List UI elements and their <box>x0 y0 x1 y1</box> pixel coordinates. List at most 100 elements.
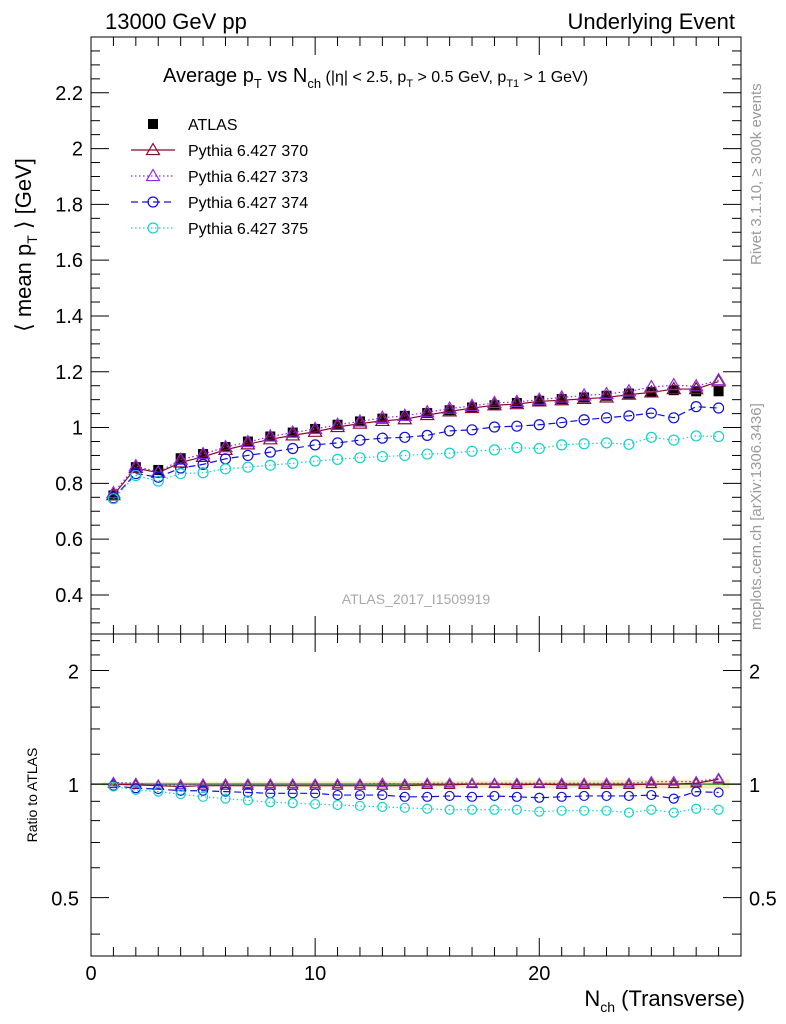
legend-marker <box>147 196 159 208</box>
data-point <box>486 395 502 409</box>
ratio-tick-label: 1 <box>68 775 79 797</box>
ratio-point <box>645 775 658 786</box>
ratio-point <box>443 778 456 789</box>
ratio-point <box>241 779 254 790</box>
y-tick-label: 0.8 <box>55 473 83 495</box>
x-axis-label: Nch (Transverse) <box>584 986 745 1015</box>
data-point <box>307 424 323 437</box>
data-point <box>712 430 725 443</box>
data-point <box>330 419 346 433</box>
data-point <box>130 469 142 482</box>
y-axis-label-ratio: Ratio to ATLAS <box>24 748 40 843</box>
ratio-point <box>533 777 546 788</box>
ratio-point <box>377 801 388 812</box>
ratio-point <box>242 795 253 806</box>
data-point <box>488 444 501 456</box>
data-point <box>621 386 637 400</box>
legend-label: Pythia 6.427 374 <box>188 195 308 212</box>
data-point <box>374 413 390 427</box>
ratio-point <box>264 777 277 789</box>
data-point <box>419 404 435 418</box>
x-tick-label: 10 <box>304 963 326 985</box>
legend-label: Pythia 6.427 373 <box>188 169 308 186</box>
data-point <box>175 462 187 474</box>
legend-label: ATLAS <box>188 117 238 134</box>
data-point <box>688 381 704 395</box>
data-point <box>690 430 702 442</box>
y-label-sub: T <box>24 235 40 244</box>
y-tick-label: 2 <box>72 139 83 161</box>
ratio-tick-label-right: 1 <box>749 775 760 797</box>
ratio-point <box>353 777 367 789</box>
data-point <box>153 464 164 475</box>
ratio-point <box>331 779 344 790</box>
ratio-point <box>622 777 635 788</box>
title-cuts1: (|η| < 2.5, p <box>321 69 406 86</box>
data-point <box>556 416 568 429</box>
data-point <box>422 408 433 419</box>
data-point <box>554 392 570 406</box>
ratio-panel-frame <box>90 633 742 957</box>
data-point <box>576 391 592 404</box>
ratio-point <box>489 804 500 815</box>
ratio-point <box>377 789 388 801</box>
y-label-post: ⟩ [GeV] <box>11 158 36 235</box>
legend-marker <box>145 142 161 156</box>
ratio-point <box>488 777 501 788</box>
x-tick-label: 20 <box>528 963 550 985</box>
data-point <box>374 410 390 423</box>
data-point <box>175 453 186 464</box>
data-point <box>598 386 615 400</box>
series-line-ratio <box>113 778 719 788</box>
ratio-point <box>668 807 679 818</box>
data-point <box>354 434 366 446</box>
data-point <box>511 420 523 432</box>
data-point <box>310 423 321 434</box>
ratio-point <box>287 798 298 809</box>
ratio-point <box>534 806 545 817</box>
legend-marker <box>148 119 158 129</box>
data-point <box>511 442 523 454</box>
ratio-point <box>354 800 366 812</box>
ratio-point <box>175 789 186 800</box>
ratio-point <box>242 787 253 798</box>
data-point <box>600 412 613 424</box>
y-tick-label: 1.6 <box>55 250 83 272</box>
ratio-point <box>556 791 567 802</box>
header-left: 13000 GeV pp <box>105 9 247 34</box>
data-point <box>643 379 659 393</box>
data-point <box>712 402 725 414</box>
title-vs-sub: ch <box>307 76 321 91</box>
ratio-point <box>667 775 680 786</box>
ratio-point <box>422 803 433 814</box>
ratio-point <box>510 777 523 788</box>
data-point <box>197 458 209 470</box>
data-point <box>511 398 522 409</box>
ratio-point <box>332 799 343 811</box>
legend-marker <box>147 222 159 234</box>
ratio-point <box>601 805 612 816</box>
data-point <box>376 450 388 463</box>
data-point <box>309 455 321 467</box>
data-series <box>105 372 727 818</box>
ratio-point <box>197 791 209 802</box>
series-line-main <box>112 435 719 500</box>
data-point <box>533 419 545 431</box>
ratio-point <box>623 807 635 818</box>
title-cuts3: > 1 GeV) <box>519 69 588 86</box>
data-point <box>668 434 680 446</box>
data-point <box>576 387 592 401</box>
ratio-point <box>197 785 209 796</box>
ratio-point <box>465 777 479 788</box>
ratio-point <box>713 804 724 815</box>
data-point <box>285 427 301 441</box>
data-point <box>130 462 141 473</box>
data-point <box>668 412 680 424</box>
data-point <box>556 394 567 405</box>
data-point <box>444 447 456 459</box>
data-point <box>220 442 231 453</box>
ratio-point <box>153 783 164 795</box>
data-point <box>264 446 276 458</box>
data-point <box>195 446 211 460</box>
